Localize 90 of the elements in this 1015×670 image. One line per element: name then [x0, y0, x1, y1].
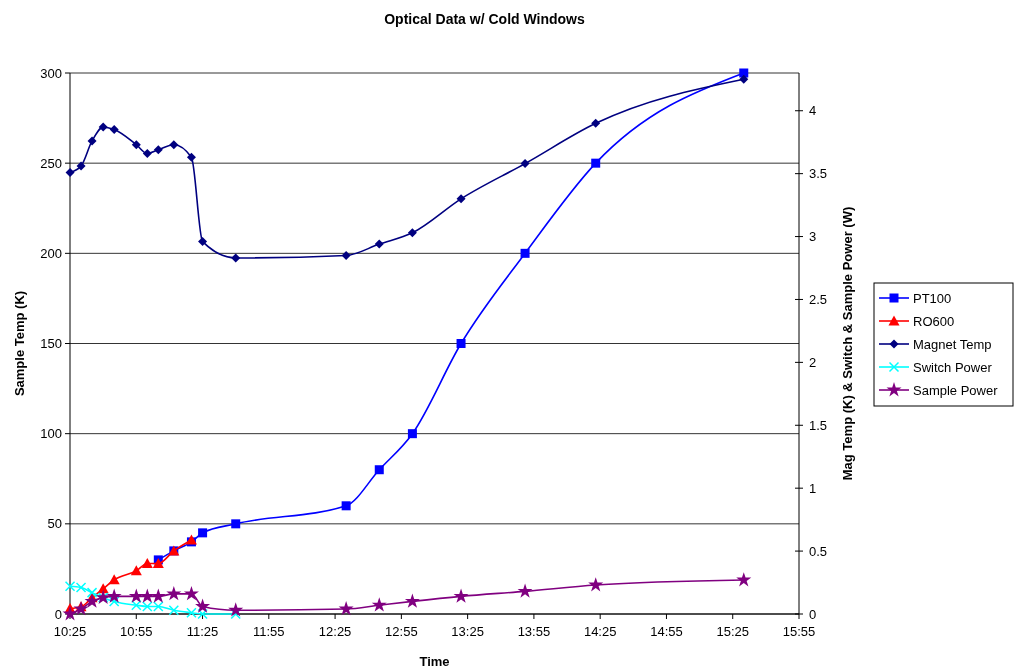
- y-tick-label: 50: [47, 516, 62, 532]
- legend-label: RO600: [913, 313, 955, 329]
- point: [152, 558, 164, 569]
- x-tick-label: 15:25: [716, 624, 749, 639]
- point: [739, 74, 749, 84]
- x-tick-label: 14:55: [650, 624, 683, 639]
- point: [407, 429, 417, 439]
- y2-tick-label: 0: [809, 606, 817, 622]
- point: [404, 593, 420, 608]
- point: [591, 158, 601, 168]
- point: [130, 565, 142, 576]
- y-tick-label: 150: [40, 336, 62, 352]
- point: [591, 118, 601, 128]
- point: [139, 588, 155, 603]
- point: [736, 572, 752, 587]
- x-tick-label: 14:25: [583, 624, 617, 639]
- point: [142, 149, 152, 159]
- point: [407, 228, 417, 238]
- point: [520, 159, 530, 169]
- y2-tick-label: 1: [809, 480, 817, 496]
- y-tick-label: 200: [40, 245, 62, 261]
- point: [86, 587, 98, 598]
- point: [198, 237, 208, 247]
- y2-tick-label: 3.5: [809, 166, 828, 182]
- y-tick-label: 250: [40, 155, 62, 171]
- y2-tick-label: 3: [809, 229, 817, 245]
- x-tick-label: 15:55: [782, 624, 816, 639]
- point: [73, 601, 89, 616]
- point: [183, 585, 199, 601]
- x-tick-label: 12:25: [318, 624, 352, 639]
- x-tick-label: 10:25: [53, 624, 87, 639]
- legend-label: Switch Power: [913, 359, 993, 375]
- point: [338, 601, 354, 616]
- y2-axis-title: Mag Temp (K) & Switch & Sample Power (W): [840, 206, 855, 481]
- point: [84, 593, 100, 608]
- y-tick-label: 300: [40, 65, 62, 81]
- point: [520, 248, 530, 258]
- chart-title: Optical Data w/ Cold Windows: [384, 11, 585, 27]
- legend-label: Magnet Temp: [913, 336, 992, 352]
- point: [517, 583, 533, 598]
- point: [456, 339, 466, 348]
- point: [341, 250, 351, 260]
- y-tick-label: 100: [40, 426, 62, 442]
- point: [198, 528, 208, 538]
- x-tick-label: 11:25: [186, 624, 219, 639]
- y-axis-title: Sample Temp (K): [12, 290, 27, 397]
- point: [168, 604, 180, 616]
- point: [128, 588, 144, 603]
- y2-tick-label: 2.5: [809, 292, 828, 308]
- point: [374, 239, 384, 249]
- point: [341, 501, 351, 511]
- point: [231, 253, 241, 263]
- point: [131, 140, 141, 150]
- y-tick-label: 0: [54, 606, 62, 622]
- point: [453, 588, 469, 603]
- point: [98, 122, 108, 132]
- legend-label: Sample Power: [913, 382, 999, 398]
- point: [150, 588, 166, 603]
- point: [108, 574, 120, 585]
- x-tick-label: 13:25: [451, 624, 484, 639]
- point: [62, 606, 78, 621]
- point: [106, 588, 122, 603]
- legend-label: PT100: [913, 290, 952, 306]
- x-tick-label: 13:55: [517, 624, 551, 639]
- point: [230, 608, 241, 620]
- y2-tick-label: 2: [809, 354, 817, 370]
- point: [65, 167, 75, 177]
- x-tick-label: 11:55: [253, 624, 285, 639]
- point: [153, 145, 163, 155]
- x-tick-label: 12:55: [385, 624, 418, 639]
- point: [371, 597, 387, 612]
- x-axis-title: Time: [419, 654, 450, 669]
- y2-tick-label: 1.5: [809, 417, 828, 433]
- point: [141, 558, 153, 569]
- point: [186, 152, 196, 162]
- y2-tick-label: 0.5: [809, 543, 828, 559]
- point: [456, 194, 466, 204]
- point: [166, 585, 182, 601]
- point: [109, 125, 119, 135]
- point: [374, 465, 384, 475]
- point: [231, 519, 241, 529]
- y2-tick-label: 4: [809, 103, 817, 119]
- point: [588, 577, 604, 592]
- point: [169, 140, 179, 150]
- point: [195, 598, 211, 613]
- point: [228, 602, 244, 617]
- x-tick-label: 10:55: [120, 624, 153, 639]
- point: [87, 136, 97, 146]
- point: [108, 596, 120, 607]
- point: [76, 161, 86, 171]
